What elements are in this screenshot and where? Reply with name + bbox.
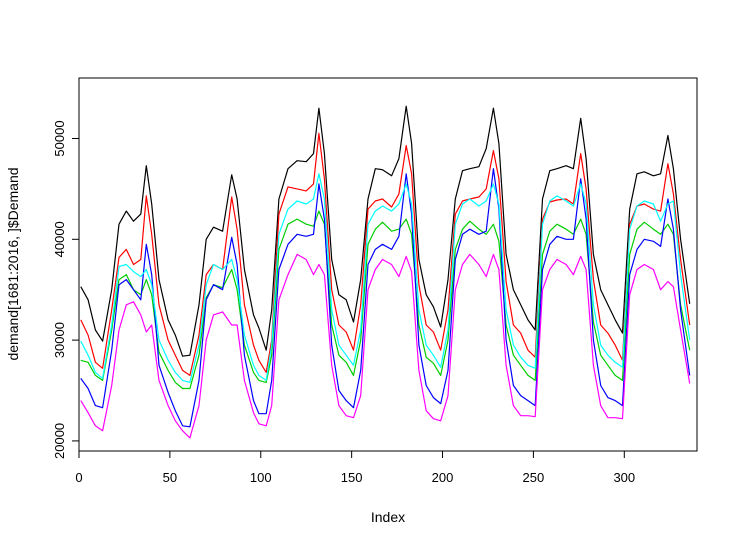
y-tick-label: 30000 [52, 322, 67, 358]
y-tick-label: 40000 [52, 221, 67, 257]
x-tick-label: 300 [613, 470, 635, 485]
x-tick-label: 250 [523, 470, 545, 485]
x-tick-label: 100 [250, 470, 272, 485]
plot-frame [78, 77, 698, 452]
series-line-6 [80, 253, 691, 439]
x-tick-label: 150 [341, 470, 363, 485]
x-tick-label: 50 [163, 470, 177, 485]
series-line-3 [80, 210, 691, 390]
series-line-5 [80, 173, 691, 383]
y-axis: 20000 30000 40000 50000 [52, 120, 80, 459]
x-axis-title: Index [371, 509, 405, 525]
x-tick-label: 0 [75, 470, 82, 485]
y-tick-label: 20000 [52, 423, 67, 459]
series-line-4 [80, 168, 691, 428]
x-tick-label: 200 [432, 470, 454, 485]
series-group [80, 105, 691, 439]
series-line-1 [80, 105, 691, 357]
y-tick-label: 50000 [52, 120, 67, 156]
series-line-2 [80, 132, 691, 376]
y-axis-title: demand[1681:2016, ]$Demand [5, 167, 21, 360]
x-axis: 0 50 100 150 200 250 300 [75, 450, 635, 485]
